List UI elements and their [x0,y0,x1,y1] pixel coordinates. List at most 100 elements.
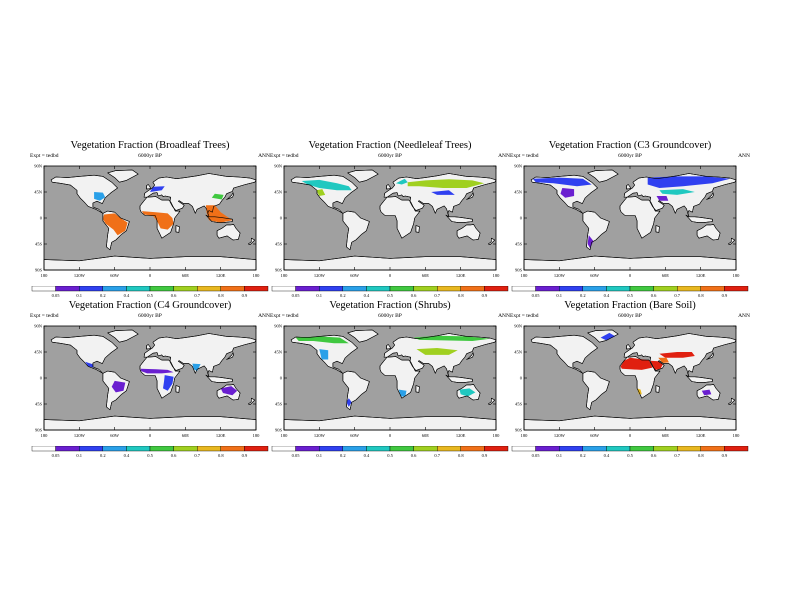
lon-label: 120E [696,273,706,278]
colorbar-swatch [606,446,631,452]
season-label: ANN [498,313,510,319]
lon-label: 120E [216,273,226,278]
colorbar-swatch [460,286,485,292]
lon-label: 120E [456,273,466,278]
lat-label: 90N [274,164,283,169]
colorbar-swatch [295,286,320,292]
lon-label: 120W [314,273,326,278]
colorbar-swatch [149,286,174,292]
lon-label: 60E [662,433,670,438]
lon-label: 60E [422,433,430,438]
na-boreal-fill [301,179,352,191]
lon-label: 0 [389,273,392,278]
eurasia-steppe-fill [647,176,731,188]
coastline-eurasia [143,173,257,217]
south-africa-fill [398,389,407,397]
season-label: ANN [498,153,510,159]
colorbar-swatch [389,446,414,452]
colorbar-swatch [196,286,221,292]
colorbar-swatch [484,286,509,292]
lon-label: 60W [350,273,360,278]
panel-title: Vegetation Fraction (Bare Soil) [564,300,696,311]
colorbar-label: 0.5 [627,453,633,458]
lon-label: 180 [253,433,261,438]
lat-label: 90N [34,164,43,169]
coastline-japan [226,192,234,200]
period-label: 6000yr BP [378,313,402,319]
period-label: 6000yr BP [618,313,642,319]
colorbar-label: 0.2 [580,453,586,458]
colorbar-swatch [79,446,104,452]
colorbar-label: 0.7 [674,293,680,298]
lon-label: 0 [629,433,632,438]
colorbar-label: 0.9 [722,453,728,458]
lat-label: 90N [514,324,523,329]
coastline-africa [139,196,181,239]
expt-label: Expt = tedbd [270,153,299,159]
colorbar-swatch [173,446,198,452]
na-west-fill [319,349,329,360]
colorbar-swatch [460,446,485,452]
namib-fill [637,388,642,395]
lon-label: 60W [110,433,120,438]
colorbar-label: 0.1 [76,453,82,458]
colorbar: 0.05 0.1 0.2 0.4 0.5 0.6 0.7 0.8 0.9 [31,446,269,458]
lon-label: 120W [74,433,86,438]
colorbar-swatch [295,446,320,452]
coastline-new-zealand [488,397,496,405]
colorbar-swatch [511,446,536,452]
colorbar-label: 0.05 [292,293,301,298]
coastline-australia [696,224,721,241]
colorbar-swatch [126,286,151,292]
lon-label: 180 [521,433,529,438]
lat-label: 45N [514,190,523,195]
brazil-cerrado-fill [111,380,126,393]
coastline-new-zealand [728,237,736,245]
australia-fill [220,386,238,396]
coastline-madagascar [655,385,660,393]
lon-label: 180 [733,273,741,278]
coastline-north-america [290,174,358,214]
colorbar-swatch [366,446,391,452]
coastline-british-isles [386,344,391,350]
coastline-indonesia [685,374,713,383]
coastline-africa [139,356,181,399]
period-label: 6000yr BP [138,153,162,159]
coastline-british-isles [146,184,151,190]
colorbar-label: 0.2 [100,293,106,298]
coastline-greenland [587,169,619,183]
coastline-australia [216,224,241,241]
colorbar-label: 0.9 [722,293,728,298]
colorbar-label: 0.4 [364,453,370,458]
coastline-greenland [107,329,139,343]
coastline-madagascar [175,385,180,393]
colorbar-swatch [31,446,56,452]
colorbar-label: 0.1 [556,293,562,298]
colorbar-label: 0.9 [242,453,248,458]
colorbar-swatch [319,286,344,292]
colorbar-label: 0.9 [242,293,248,298]
lat-label: 0 [280,216,283,221]
colorbar-label: 0.05 [292,453,301,458]
colorbar-label: 0.1 [316,293,322,298]
colorbar-swatch [173,286,198,292]
colorbar-label: 0.5 [147,453,153,458]
na-west-fill [316,189,326,196]
colorbar-label: 0.6 [171,453,177,458]
colorbar-swatch [436,446,461,452]
colorbar-label: 0.4 [604,453,610,458]
colorbar-label: 0.2 [340,293,346,298]
colorbar-label: 0.1 [316,453,322,458]
lat-label: 45N [34,350,43,355]
expt-label: Expt = tedbd [30,313,59,319]
lat-label: 0 [520,376,523,381]
coastline-indonesia [445,214,473,223]
lon-label: 180 [521,273,529,278]
coastline-north-america [50,334,118,374]
lat-label: 45N [34,190,43,195]
colorbar-label: 0.7 [194,453,200,458]
lat-label: 90N [514,164,523,169]
lat-label: 90S [515,428,523,433]
panel-shrubs: Vegetation Fraction (Shrubs) Expt = tedb… [270,300,510,460]
